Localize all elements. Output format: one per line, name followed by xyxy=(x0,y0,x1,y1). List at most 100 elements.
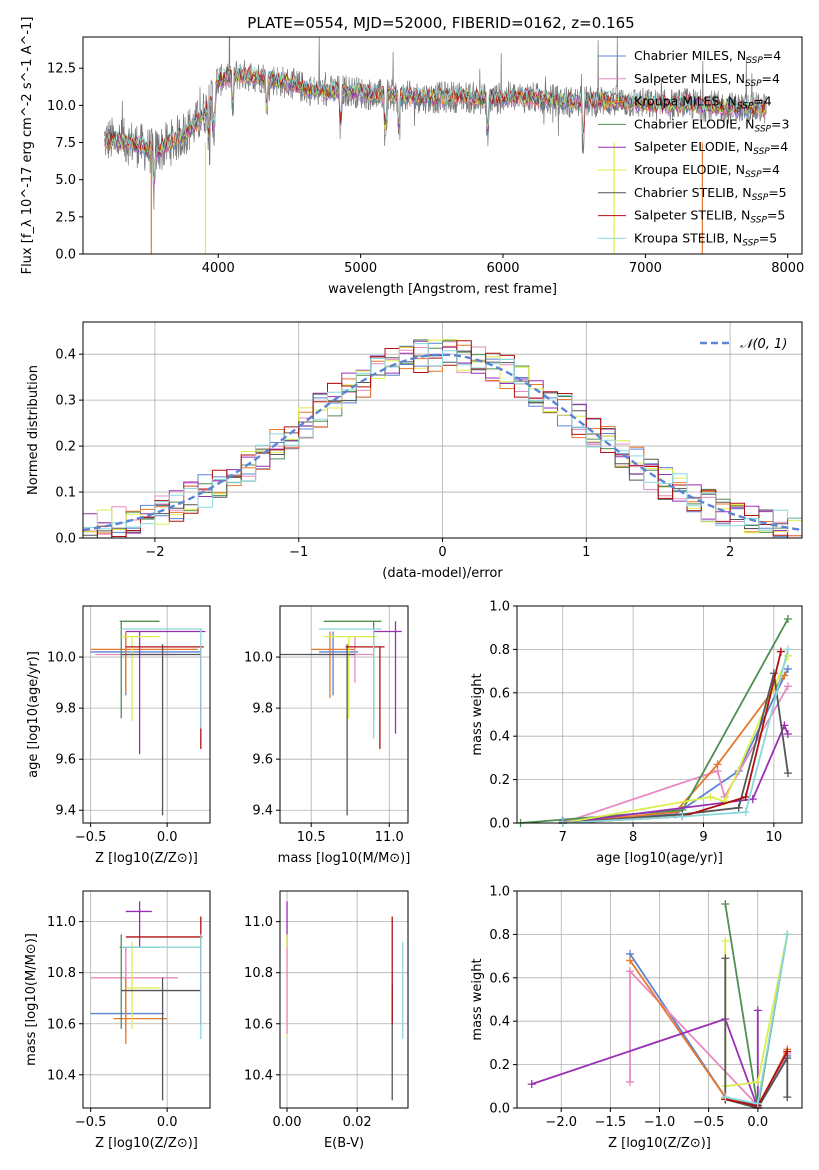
y-tick-label: 0.2 xyxy=(55,440,76,455)
y-axis-label: mass [log10(M/M⊙)] xyxy=(24,933,39,1066)
mass-weight-marker xyxy=(741,792,750,801)
mass-weight-marker xyxy=(783,730,792,739)
x-tick-label: 5000 xyxy=(344,261,377,276)
y-tick-label: 9.8 xyxy=(252,702,273,717)
y-tick-label: 10.4 xyxy=(244,1068,273,1083)
mass-weight-line xyxy=(724,958,789,1108)
model-spectrum-line xyxy=(104,64,767,183)
y-tick-label: 0.2 xyxy=(489,1058,510,1073)
y-tick-label: 0.1 xyxy=(55,486,76,501)
x-axis-label: age [log10(age/yr)] xyxy=(596,851,723,866)
y-tick-label: 0.6 xyxy=(489,971,510,986)
x-tick-label: 0 xyxy=(438,545,446,560)
y-tick-label: 10.0 xyxy=(47,99,76,114)
x-tick-label: 8 xyxy=(629,830,637,845)
x-tick-label: −2.0 xyxy=(545,1115,577,1130)
y-axis-label: mass weight xyxy=(470,958,485,1040)
y-axis-label: age [log10(age/yr)] xyxy=(26,651,41,778)
mass-weight-marker xyxy=(783,769,792,778)
y-tick-label: 9.6 xyxy=(252,753,273,768)
y-tick-label: 12.5 xyxy=(47,62,76,77)
mass-weight-marker xyxy=(748,795,757,804)
x-tick-label: −0.5 xyxy=(693,1115,725,1130)
plot-frame xyxy=(279,605,409,824)
y-tick-label: 0.0 xyxy=(55,532,76,547)
mass-weight-marker xyxy=(753,1006,762,1015)
gaussian-curve xyxy=(82,353,803,532)
massweight_vs_age-panel: 7 8 9 10 0.0 0.2 0.4 0.6 0.8 1.0 age [log10(age/yr… xyxy=(470,600,803,866)
x-tick-label: 0.00 xyxy=(273,1115,302,1130)
legend-label: 𝒩(0, 1) xyxy=(740,337,787,352)
model-spectrum-line xyxy=(104,67,767,184)
x-tick-label: 10.5 xyxy=(297,830,326,845)
y-tick-label: 10.8 xyxy=(244,966,273,981)
mass-weight-marker xyxy=(783,1093,792,1102)
y-tick-label: 7.5 xyxy=(55,136,76,151)
y-tick-label: 1.0 xyxy=(489,600,510,615)
y-axis-label: mass weight xyxy=(470,673,485,755)
mass_vs_EBV-panel: 0.00 0.02 10.4 10.6 10.8 11.0 E(B-V) xyxy=(244,890,409,1151)
x-axis-label: Z [log10(Z/Z⊙)] xyxy=(608,1136,711,1151)
mass-weight-marker xyxy=(783,682,792,691)
mass-weight-marker xyxy=(734,803,743,812)
x-tick-label: −1.0 xyxy=(644,1115,676,1130)
residuals-panel: −2 −1 0 1 2 0.0 0.1 0.2 0.3 0.4 (data-model)/error… xyxy=(26,321,803,581)
mass-weight-marker xyxy=(626,956,635,965)
mass-weight-marker xyxy=(783,664,792,673)
mass-weight-marker xyxy=(753,1099,762,1108)
x-tick-label: 0.02 xyxy=(343,1115,372,1130)
mass-weight-line xyxy=(562,674,786,823)
y-tick-label: 0.3 xyxy=(55,394,76,409)
y-tick-label: 11.0 xyxy=(244,915,273,930)
x-tick-label: 1 xyxy=(582,545,590,560)
massweight_vs_Z-panel: −2.0 −1.5 −1.0 −0.5 0.0 0.0 0.2 0.4 0.6 0.8 1.0 Z [… xyxy=(470,885,803,1151)
y-tick-label: 0.4 xyxy=(489,730,510,745)
legend-label: Salpeter ELODIE, NSSP=4 xyxy=(634,139,788,157)
plot-frame xyxy=(516,890,803,1109)
x-tick-label: 11.0 xyxy=(375,830,404,845)
mass-weight-marker xyxy=(626,1077,635,1086)
mass-weight-marker xyxy=(721,1093,730,1102)
legend-label: Kroupa STELIB, NSSP=5 xyxy=(634,230,777,248)
mass-weight-marker xyxy=(527,1080,536,1089)
x-tick-label: 4000 xyxy=(202,261,235,276)
x-axis-label: (data-model)/error xyxy=(382,566,503,581)
legend-label: Chabrier STELIB, NSSP=5 xyxy=(634,185,787,203)
plot-frame xyxy=(279,890,409,1109)
y-tick-label: 0.4 xyxy=(55,348,76,363)
y-axis-label: Normed distribution xyxy=(26,365,41,495)
legend-label: Chabrier MILES, NSSP=4 xyxy=(634,48,781,66)
mass-weight-marker xyxy=(721,954,730,963)
mass-weight-line xyxy=(562,649,789,823)
spectrum-panel: 4000 5000 6000 7000 8000 0.0 2.5 5.0 7.5 10.0 12.5… xyxy=(20,17,804,297)
y-tick-label: 0.8 xyxy=(489,643,510,658)
age_vs_Z-panel: −0.5 0.0 9.4 9.6 9.8 10.0 Z [log10(Z/Z⊙)] age [… xyxy=(26,605,211,866)
x-axis-label: Z [log10(Z/Z⊙)] xyxy=(95,1136,198,1151)
mass-weight-marker xyxy=(721,900,730,909)
y-tick-label: 0.0 xyxy=(489,1102,510,1117)
legend-label: Chabrier ELODIE, NSSP=3 xyxy=(634,116,789,134)
mass-weight-line xyxy=(531,1010,759,1108)
y-tick-label: 5.0 xyxy=(55,173,76,188)
y-tick-label: 11.0 xyxy=(47,915,76,930)
x-axis-label: mass [log10(M/M⊙)] xyxy=(278,851,411,866)
y-tick-label: 0.4 xyxy=(489,1015,510,1030)
mass-weight-marker xyxy=(776,647,785,656)
y-tick-label: 9.6 xyxy=(55,753,76,768)
x-tick-label: 0.0 xyxy=(157,1115,178,1130)
y-tick-label: 1.0 xyxy=(489,885,510,900)
mass-weight-marker xyxy=(783,930,792,939)
y-tick-label: 2.5 xyxy=(55,210,76,225)
mass-weight-marker xyxy=(721,936,730,945)
y-tick-label: 0.2 xyxy=(489,773,510,788)
mass-weight-marker xyxy=(783,1047,792,1056)
x-tick-label: −1.5 xyxy=(595,1115,627,1130)
x-tick-label: 6000 xyxy=(486,261,519,276)
y-tick-label: 0.8 xyxy=(489,928,510,943)
x-tick-label: −0.5 xyxy=(75,1115,107,1130)
x-axis-label: Z [log10(Z/Z⊙)] xyxy=(95,851,198,866)
legend-label: Salpeter STELIB, NSSP=5 xyxy=(634,208,785,226)
plot-frame xyxy=(82,321,803,539)
plot-frame xyxy=(82,605,211,824)
